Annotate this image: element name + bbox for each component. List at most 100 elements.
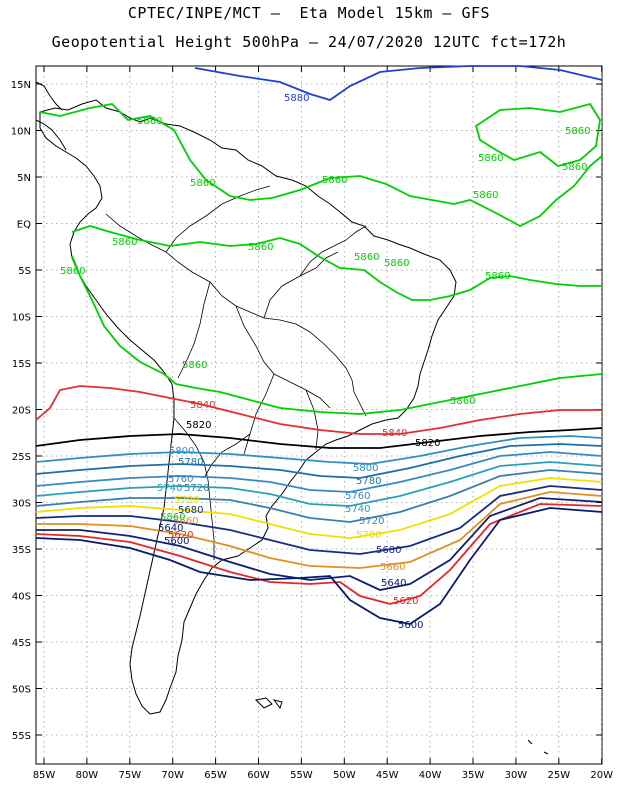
contour-label: 5660 <box>380 562 405 573</box>
longitude-label: 50W <box>333 770 356 781</box>
contour-label: 5720 <box>184 483 209 494</box>
longitude-label: 25W <box>547 770 570 781</box>
contour-label: 5780 <box>178 457 203 468</box>
contour-label: 5620 <box>393 596 418 607</box>
longitude-label: 35W <box>462 770 485 781</box>
contour-label: 5860 <box>137 116 162 127</box>
contour-5820 <box>35 427 603 449</box>
contour-label: 5660 <box>173 516 198 527</box>
contour-label: 5800 <box>353 463 378 474</box>
atlantic-islands <box>527 739 549 755</box>
contour-5780 <box>35 443 603 479</box>
contour-5600 <box>35 507 603 625</box>
contour-label: 5720 <box>359 516 384 527</box>
latitude-label: 30S <box>12 499 31 510</box>
axis-labels: 15N 10N 5N EQ 5S 10S 15S 20S 25S 30S 35S 40S 45S 50S 5… <box>11 80 613 781</box>
contour-5620 <box>35 503 603 605</box>
longitude-label: 30W <box>505 770 528 781</box>
contour-label: 5860 <box>160 512 185 523</box>
contour-label: 5680 <box>376 545 401 556</box>
contour-label: 5860 <box>562 162 587 173</box>
contour-label: 5820 <box>415 438 440 449</box>
contour-label: 5740 <box>157 483 182 494</box>
longitude-label: 65W <box>204 770 227 781</box>
contour-label: 5860 <box>60 266 85 277</box>
contour-label: 5860 <box>182 360 207 371</box>
contour-label: 5860 <box>322 175 347 186</box>
contour-label: 5740 <box>345 504 370 515</box>
longitude-label: 45W <box>376 770 399 781</box>
latitude-label: 55S <box>12 731 31 742</box>
contour-5740 <box>35 461 603 507</box>
latitude-label: 15N <box>11 80 31 91</box>
longitude-label: 75W <box>118 770 141 781</box>
contour-label: 5700 <box>356 530 381 541</box>
contours <box>35 65 603 625</box>
contour-label: 5700 <box>174 495 199 506</box>
contour-label: 5760 <box>345 491 370 502</box>
contour-label: 5640 <box>381 578 406 589</box>
contour-label: 5800 <box>169 446 194 457</box>
contour-5860-atlantic-cell <box>474 102 601 167</box>
contour-5860-coast <box>71 255 603 415</box>
latitude-label: 20S <box>12 406 31 417</box>
latitude-label: 15S <box>12 359 31 370</box>
contour-5700 <box>35 477 603 539</box>
latitude-label: 40S <box>12 592 31 603</box>
latitude-label: 5S <box>18 266 31 277</box>
contour-5720 <box>35 469 603 523</box>
latitude-label: 10N <box>11 127 31 138</box>
longitude-label: 55W <box>290 770 313 781</box>
falkland-islands <box>254 697 283 710</box>
contour-label: 5780 <box>356 476 381 487</box>
contour-label: 5860 <box>485 271 510 282</box>
contour-label: 5820 <box>186 420 211 431</box>
contour-5880 <box>194 65 603 101</box>
country-borders <box>105 185 367 560</box>
contour-5860-amazon <box>71 225 602 301</box>
latitude-label: EQ <box>17 220 31 231</box>
latitude-label: 10S <box>12 313 31 324</box>
contour-5640 <box>36 497 603 591</box>
contour-label: 5860 <box>248 242 273 253</box>
contour-label: 5860 <box>112 237 137 248</box>
contour-5840 <box>35 385 602 435</box>
coastlines <box>35 81 549 755</box>
contour-label: 5840 <box>382 428 407 439</box>
contour-5860-north <box>39 103 603 228</box>
longitude-label: 85W <box>33 770 56 781</box>
contour-label: 5620 <box>168 530 193 541</box>
contour-label: 5860 <box>473 190 498 201</box>
contour-label: 5600 <box>164 536 189 547</box>
map-title: CPTEC/INPE/MCT – Eta Model 15km – GFS <box>127 4 491 22</box>
graticule <box>36 66 603 764</box>
longitude-label: 20W <box>590 770 613 781</box>
contour-5680 <box>35 485 603 555</box>
longitude-label: 40W <box>419 770 442 781</box>
contour-5660 <box>36 491 603 569</box>
contour-label: 5840 <box>190 400 215 411</box>
contour-label: 5600 <box>398 620 423 631</box>
latitude-label: 50S <box>12 685 31 696</box>
longitude-label: 80W <box>76 770 99 781</box>
contour-label: 5860 <box>565 126 590 137</box>
latitude-label: 5N <box>17 173 31 184</box>
contour-labels: 5880 5860 5860 5860 5860 5860 5860 5860 … <box>60 93 590 631</box>
contour-label: 5640 <box>158 523 183 534</box>
latitude-label: 45S <box>12 638 31 649</box>
contour-label: 5860 <box>450 396 475 407</box>
contour-label: 5860 <box>384 258 409 269</box>
central-america-coast <box>35 81 67 151</box>
contour-label: 5860 <box>354 252 379 263</box>
contour-label: 5860 <box>478 153 503 164</box>
contour-label: 5760 <box>168 474 193 485</box>
contour-label: 5680 <box>178 505 203 516</box>
contour-label: 5880 <box>284 93 309 104</box>
map-subtitle: Geopotential Height 500hPa – 24/07/2020 … <box>51 33 567 51</box>
longitude-label: 70W <box>161 770 184 781</box>
south-america-coast <box>39 99 457 715</box>
latitude-label: 35S <box>12 545 31 556</box>
contour-5800 <box>35 435 603 465</box>
contour-label: 5860 <box>190 178 215 189</box>
